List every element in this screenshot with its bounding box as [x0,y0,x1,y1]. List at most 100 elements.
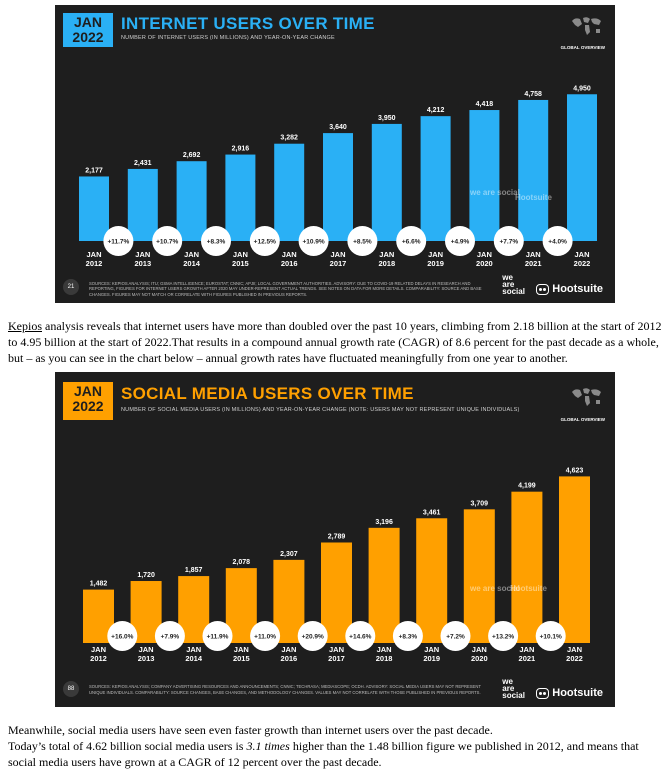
yoy-change-label: +13.2% [492,634,514,641]
category-label: JAN 2016 [281,250,298,268]
yoy-change-badge: +11.9% [202,621,233,651]
yoy-change-badge: +7.9% [154,621,185,651]
watermark-hootsuite: Hootsuite [510,584,547,593]
yoy-change-badge: +13.2% [488,621,519,651]
bar-value-label: 2,789 [328,533,346,540]
yoy-change-label: +6.6% [402,239,421,246]
yoy-change-label: +7.7% [499,239,518,246]
bar [127,168,158,241]
yoy-change-label: +10.9% [302,239,324,246]
category-label: JAN 2017 [328,645,345,663]
bar [79,176,109,241]
watermark-hootsuite: Hootsuite [515,193,552,202]
bar-value-label: 3,282 [280,135,298,142]
watermark-wearesocial: we are social [470,584,520,593]
yoy-change-label: +7.9% [161,634,180,641]
social-media-users-bar-chart: 1,482 JAN 2012 1,720 JAN 2013 1,857 JAN 2014 2,07… [83,467,590,663]
bar [511,491,543,643]
chart-title: INTERNET USERS OVER TIME [121,14,375,33]
global-overview-label: GLOBAL OVERVIEW [560,417,605,422]
category-label: JAN 2012 [90,645,107,663]
yoy-change-badge: +8.3% [201,226,231,256]
bar [368,527,400,643]
page-number: 88 [63,681,79,697]
bar-value-label: 4,418 [476,101,494,108]
kepios-link[interactable]: Kepios [8,319,42,333]
category-label: JAN 2018 [376,645,393,663]
category-label: JAN 2020 [476,250,493,268]
yoy-change-badge: +14.6% [345,621,376,651]
yoy-change-badge: +16.0% [107,621,138,651]
yoy-change-label: +11.0% [254,634,276,641]
bar [518,99,549,241]
owl-icon [536,283,550,295]
category-label: JAN 2021 [519,645,536,663]
bar-value-label: 2,692 [183,152,201,159]
date-badge: JAN 2022 [63,382,113,420]
yoy-change-label: +16.0% [111,634,133,641]
brand-logos: we are social Hootsuite [502,273,603,296]
bar-value-label: 4,199 [518,483,536,490]
yoy-change-badge: +6.6% [396,226,427,256]
yoy-change-label: +20.9% [302,634,324,641]
bar [469,110,500,241]
bar-value-label: 2,916 [232,146,250,153]
sources-footer: SOURCES: KEPIOS ANALYSIS; COMPANY ADVERT… [89,684,481,695]
yoy-change-badge: +8.3% [392,621,423,651]
date-badge: JAN 2022 [63,13,113,47]
category-label: JAN 2022 [566,645,583,663]
yoy-change-badge: +7.2% [440,621,471,651]
yoy-change-label: +7.2% [446,634,465,641]
bar-value-label: 2,177 [85,167,103,174]
hootsuite-logo: Hootsuite [536,283,603,295]
category-label: JAN 2022 [574,250,591,268]
yoy-change-badge: +11.0% [250,621,281,651]
bar [416,518,448,643]
bar [420,116,451,241]
chart-subtitle: NUMBER OF INTERNET USERS (IN MILLIONS) A… [121,35,335,41]
paragraph2-line1: Meanwhile, social media users have seen … [8,723,493,737]
category-label: JAN 2021 [525,250,542,268]
bar-value-label: 1,720 [137,572,155,579]
bar [274,143,305,241]
chart-title: SOCIAL MEDIA USERS OVER TIME [121,384,414,403]
category-label: JAN 2015 [232,250,249,268]
global-overview-label: GLOBAL OVERVIEW [560,45,605,50]
badge-month: JAN [73,383,102,399]
yoy-change-label: +11.9% [207,634,229,641]
owl-icon [536,687,550,699]
bar-value-label: 4,950 [573,85,591,92]
category-label: JAN 2014 [183,250,201,268]
yoy-change-badge: +11.7% [103,226,134,256]
yoy-change-label: +8.5% [353,239,372,246]
paragraph-internet-growth: Kepios analysis reveals that internet us… [8,318,664,366]
bar-value-label: 2,078 [233,559,251,566]
yoy-change-label: +4.9% [451,239,470,246]
category-label: JAN 2013 [138,645,155,663]
yoy-change-label: +10.7% [156,239,178,246]
sources-footer: SOURCES: KEPIOS ANALYSIS; ITU; GSMA INTE… [89,280,482,297]
yoy-change-label: +8.3% [399,634,418,641]
paragraph2-line2: Today’s total of 4.62 billion social med… [8,738,664,770]
bar-value-label: 3,709 [471,500,489,507]
world-map-icon [572,388,601,406]
bar-value-label: 1,857 [185,567,203,574]
bar-value-label: 3,950 [378,115,396,122]
paragraph2-emphasis: 3.1 times [246,739,290,753]
internet-users-bar-chart: 2,177 JAN 2012 2,431 JAN 2013 2,692 JAN 2014 2,91… [79,85,597,268]
category-label: JAN 2019 [427,250,444,268]
bar [559,476,590,643]
category-label: JAN 2012 [86,250,103,268]
bar [463,509,495,643]
wearesocial-logo: we are social [502,273,525,296]
bar [321,542,352,643]
category-label: JAN 2013 [134,250,151,268]
badge-year: 2022 [72,398,104,414]
bar-value-label: 4,758 [524,91,542,98]
yoy-change-badge: +10.7% [152,226,183,256]
watermark-wearesocial: we are social [470,188,520,197]
yoy-change-label: +8.3% [207,239,226,246]
bar-value-label: 4,212 [427,107,445,114]
paragraph2-text-a: Today’s total of 4.62 billion social med… [8,739,247,753]
bar-value-label: 2,431 [134,160,152,167]
